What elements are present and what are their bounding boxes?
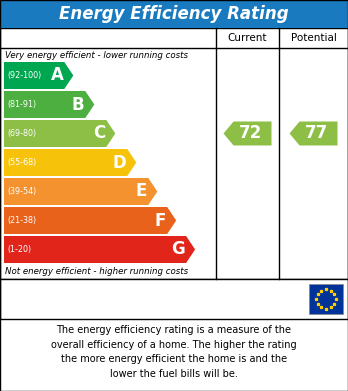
Bar [0,28,348,279]
Text: Energy Efficiency Rating: Energy Efficiency Rating [59,5,289,23]
Text: Potential: Potential [291,33,337,43]
Polygon shape [4,178,157,205]
Text: 72: 72 [239,124,262,142]
Text: (1-20): (1-20) [7,245,31,254]
Text: F: F [155,212,166,230]
Bar [0,0,348,28]
Polygon shape [4,149,136,176]
Polygon shape [4,62,73,89]
Text: (69-80): (69-80) [7,129,36,138]
Text: G: G [171,240,185,258]
Text: EU Directive: EU Directive [283,289,343,299]
Text: 77: 77 [305,124,329,142]
Polygon shape [290,122,338,145]
Text: (92-100): (92-100) [7,71,41,80]
Text: England & Wales: England & Wales [6,289,190,308]
Text: B: B [72,95,84,113]
Polygon shape [4,91,94,118]
Bar [309,284,343,314]
Text: (39-54): (39-54) [7,187,36,196]
Text: E: E [136,183,147,201]
Text: C: C [93,124,105,142]
Text: Not energy efficient - higher running costs: Not energy efficient - higher running co… [5,267,188,276]
Text: The energy efficiency rating is a measure of the
overall efficiency of a home. T: The energy efficiency rating is a measur… [51,325,297,378]
Bar [0,279,348,319]
Text: (21-38): (21-38) [7,216,36,225]
Text: Very energy efficient - lower running costs: Very energy efficient - lower running co… [5,50,188,59]
Text: (81-91): (81-91) [7,100,36,109]
Text: Current: Current [228,33,267,43]
Text: 2002/91/EC: 2002/91/EC [283,299,339,309]
Text: A: A [50,66,63,84]
Polygon shape [4,236,195,263]
Polygon shape [4,207,176,234]
Polygon shape [223,122,271,145]
Text: (55-68): (55-68) [7,158,36,167]
Polygon shape [4,120,115,147]
Text: D: D [112,154,126,172]
